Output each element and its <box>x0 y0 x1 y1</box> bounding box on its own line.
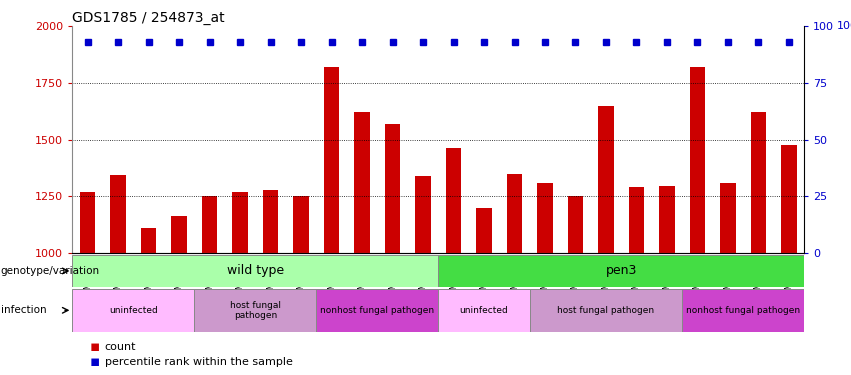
Text: percentile rank within the sample: percentile rank within the sample <box>105 357 293 367</box>
Bar <box>683 289 804 332</box>
Text: nonhost fungal pathogen: nonhost fungal pathogen <box>686 306 800 315</box>
Bar <box>507 174 523 253</box>
Bar <box>751 112 766 253</box>
Bar <box>537 183 552 253</box>
Text: count: count <box>105 342 136 352</box>
Bar <box>629 188 644 253</box>
Bar <box>294 196 309 253</box>
Bar <box>660 186 675 253</box>
Bar <box>72 255 438 287</box>
Bar <box>354 112 369 253</box>
Bar <box>568 196 583 253</box>
Bar <box>477 208 492 253</box>
Bar <box>171 216 186 253</box>
Text: uninfected: uninfected <box>109 306 157 315</box>
Text: uninfected: uninfected <box>460 306 508 315</box>
Text: GDS1785 / 254873_at: GDS1785 / 254873_at <box>72 11 225 25</box>
Text: host fungal pathogen: host fungal pathogen <box>557 306 654 315</box>
Bar <box>324 67 340 253</box>
Bar <box>194 289 317 332</box>
Text: genotype/variation: genotype/variation <box>1 266 100 276</box>
Bar <box>720 183 735 253</box>
Bar <box>111 175 126 253</box>
Bar <box>529 289 683 332</box>
Bar <box>263 190 278 253</box>
Bar <box>72 289 194 332</box>
Bar <box>141 228 157 253</box>
Bar <box>781 146 797 253</box>
Bar <box>317 289 438 332</box>
Text: infection: infection <box>1 305 47 315</box>
Bar <box>690 67 705 253</box>
Bar <box>232 192 248 253</box>
Bar <box>80 192 95 253</box>
Text: nonhost fungal pathogen: nonhost fungal pathogen <box>320 306 434 315</box>
Bar <box>202 196 217 253</box>
Text: ▪: ▪ <box>89 339 100 354</box>
Text: ▪: ▪ <box>89 354 100 369</box>
Bar <box>415 176 431 253</box>
Text: host fungal
pathogen: host fungal pathogen <box>230 301 281 320</box>
Bar <box>438 255 804 287</box>
Text: pen3: pen3 <box>606 264 637 278</box>
Text: wild type: wild type <box>226 264 284 278</box>
Bar <box>385 124 400 253</box>
Text: 100%: 100% <box>837 21 851 31</box>
Bar <box>446 148 461 253</box>
Bar <box>438 289 529 332</box>
Bar <box>598 106 614 253</box>
